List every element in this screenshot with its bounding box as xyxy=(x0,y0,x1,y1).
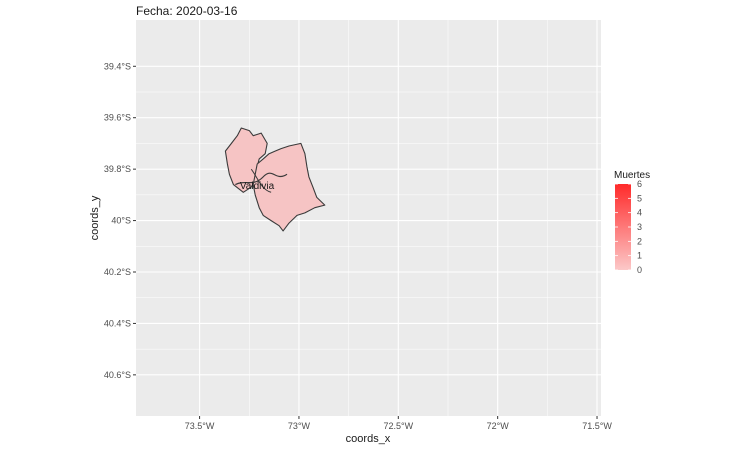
x-axis-title: coords_x xyxy=(346,433,391,445)
x-tick-label: 71.5°W xyxy=(582,421,612,431)
legend: Muertes 6 5 4 3 2 1 0 xyxy=(614,170,650,275)
legend-label: 6 xyxy=(637,179,642,189)
legend-label: 5 xyxy=(637,193,642,203)
grid-lines xyxy=(136,20,601,416)
x-tick-label: 72.5°W xyxy=(383,421,413,431)
x-tick-label: 72°W xyxy=(487,421,510,431)
plot-panel xyxy=(136,20,601,416)
y-axis-ticks: 39.4°S 39.6°S 39.8°S 40°S 40.2°S 40.4°S 40.6°S xyxy=(104,61,136,380)
y-axis-title: coords_y xyxy=(89,195,101,240)
map-regions: Valdivia xyxy=(224,127,326,232)
y-tick-label: 40°S xyxy=(111,216,131,226)
y-tick-label: 39.4°S xyxy=(104,61,131,71)
river-line xyxy=(250,168,272,193)
y-tick-label: 40.6°S xyxy=(104,370,131,380)
region-label: Valdivia xyxy=(240,181,275,192)
x-tick-label: 73.5°W xyxy=(185,421,215,431)
legend-labels: 6 5 4 3 2 1 0 xyxy=(615,179,642,275)
legend-title: Muertes xyxy=(614,170,650,181)
y-tick-label: 39.6°S xyxy=(104,113,131,123)
y-tick-label: 40.4°S xyxy=(104,318,131,328)
legend-label: 3 xyxy=(637,222,642,232)
legend-label: 1 xyxy=(637,251,642,261)
legend-label: 0 xyxy=(637,265,642,275)
river-line xyxy=(235,172,288,186)
plot-title: Fecha: 2020-03-16 xyxy=(136,4,238,18)
legend-label: 2 xyxy=(637,236,642,246)
x-axis-ticks: 73.5°W 73°W 72.5°W 72°W 71.5°W xyxy=(185,416,612,431)
y-tick-label: 40.2°S xyxy=(104,267,131,277)
legend-label: 4 xyxy=(637,208,642,218)
y-tick-label: 39.8°S xyxy=(104,164,131,174)
region-polygon xyxy=(252,142,326,232)
x-tick-label: 73°W xyxy=(288,421,311,431)
legend-color-bar xyxy=(615,184,631,270)
